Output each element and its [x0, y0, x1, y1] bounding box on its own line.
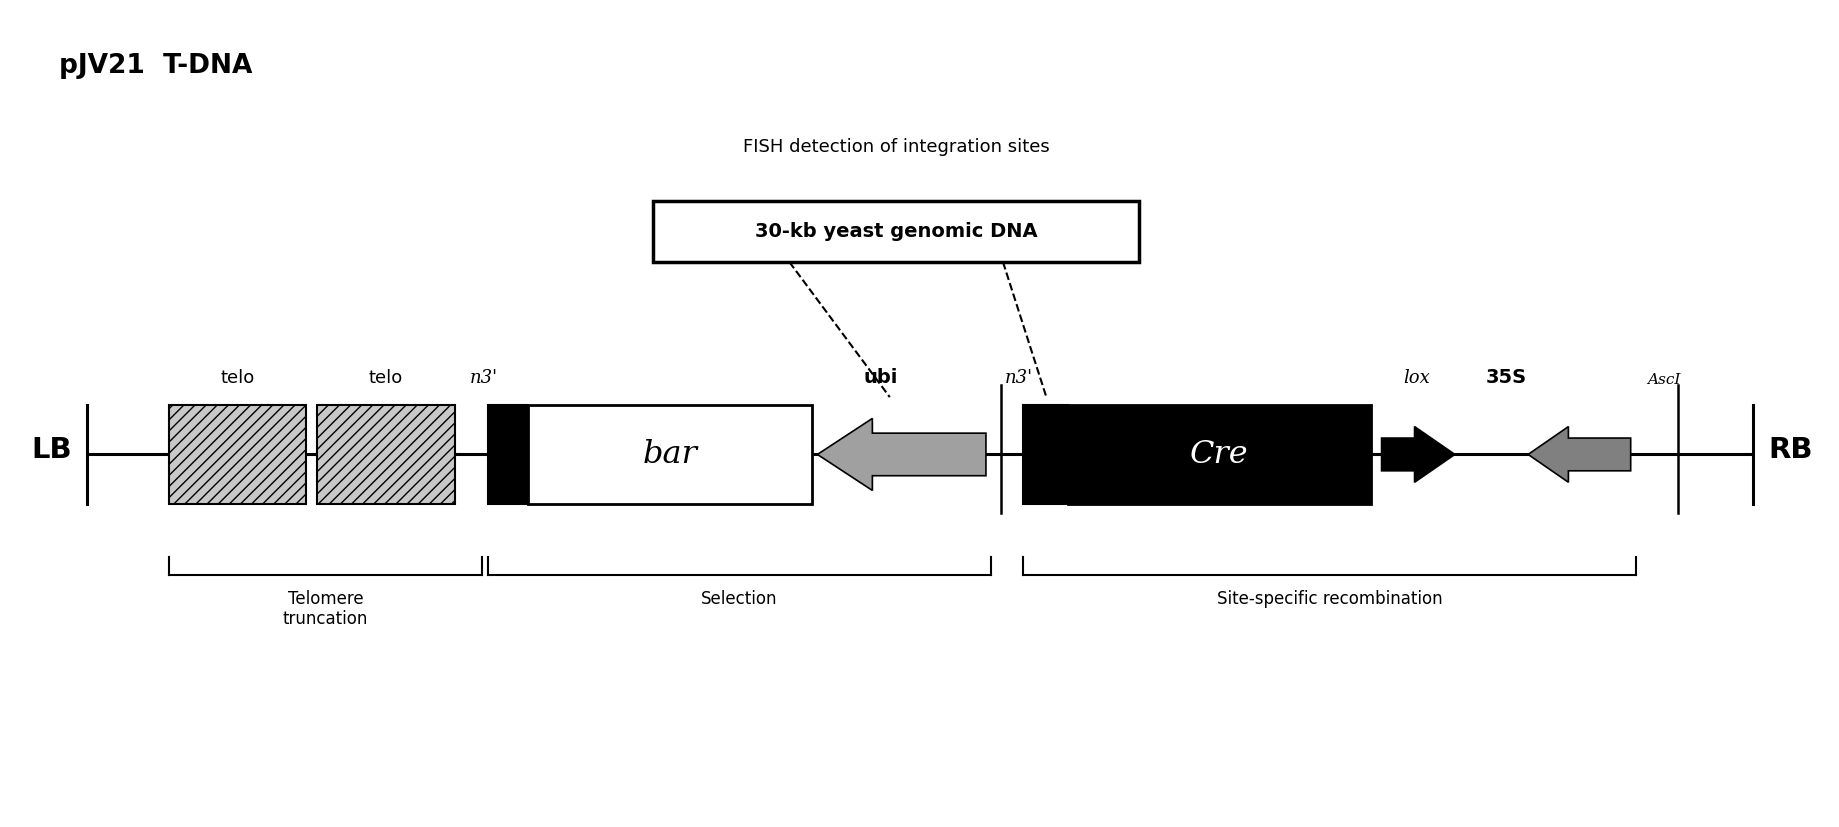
Bar	[169, 405, 307, 504]
Text: n3': n3'	[1004, 370, 1032, 387]
Text: telo: telo	[370, 370, 403, 387]
Text: Site-specific recombination: Site-specific recombination	[1216, 590, 1442, 608]
Text: AscI: AscI	[1646, 373, 1679, 387]
Text: Telomere
truncation: Telomere truncation	[283, 590, 368, 629]
Text: pJV21  T-DNA: pJV21 T-DNA	[59, 53, 252, 79]
Text: ubi: ubi	[862, 368, 897, 387]
FancyArrow shape	[1381, 427, 1455, 482]
Text: lox: lox	[1403, 370, 1429, 387]
Bar	[1022, 405, 1068, 504]
Bar	[487, 405, 528, 504]
Bar	[1068, 405, 1370, 504]
Bar	[653, 201, 1138, 262]
Text: FISH detection of integration sites: FISH detection of integration sites	[743, 137, 1048, 155]
Text: Cre: Cre	[1190, 439, 1249, 470]
Bar	[316, 405, 454, 504]
FancyArrow shape	[817, 418, 986, 490]
Text: LB: LB	[31, 437, 72, 464]
Text: Selection: Selection	[701, 590, 778, 608]
Text: 30-kb yeast genomic DNA: 30-kb yeast genomic DNA	[754, 222, 1037, 241]
FancyArrow shape	[1526, 427, 1629, 482]
Text: telo: telo	[221, 370, 254, 387]
Text: bar: bar	[642, 439, 697, 470]
Text: 35S: 35S	[1484, 368, 1526, 387]
Text: RB: RB	[1767, 437, 1811, 464]
Bar	[528, 405, 811, 504]
Text: n3': n3'	[469, 370, 497, 387]
